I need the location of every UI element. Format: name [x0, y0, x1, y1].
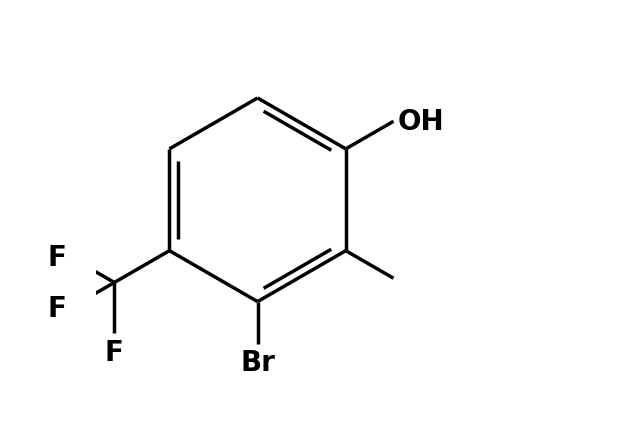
Text: F: F — [47, 244, 66, 271]
Text: Br: Br — [240, 348, 275, 376]
Text: F: F — [47, 294, 66, 322]
Text: OH: OH — [398, 108, 444, 136]
Text: F: F — [105, 338, 124, 366]
